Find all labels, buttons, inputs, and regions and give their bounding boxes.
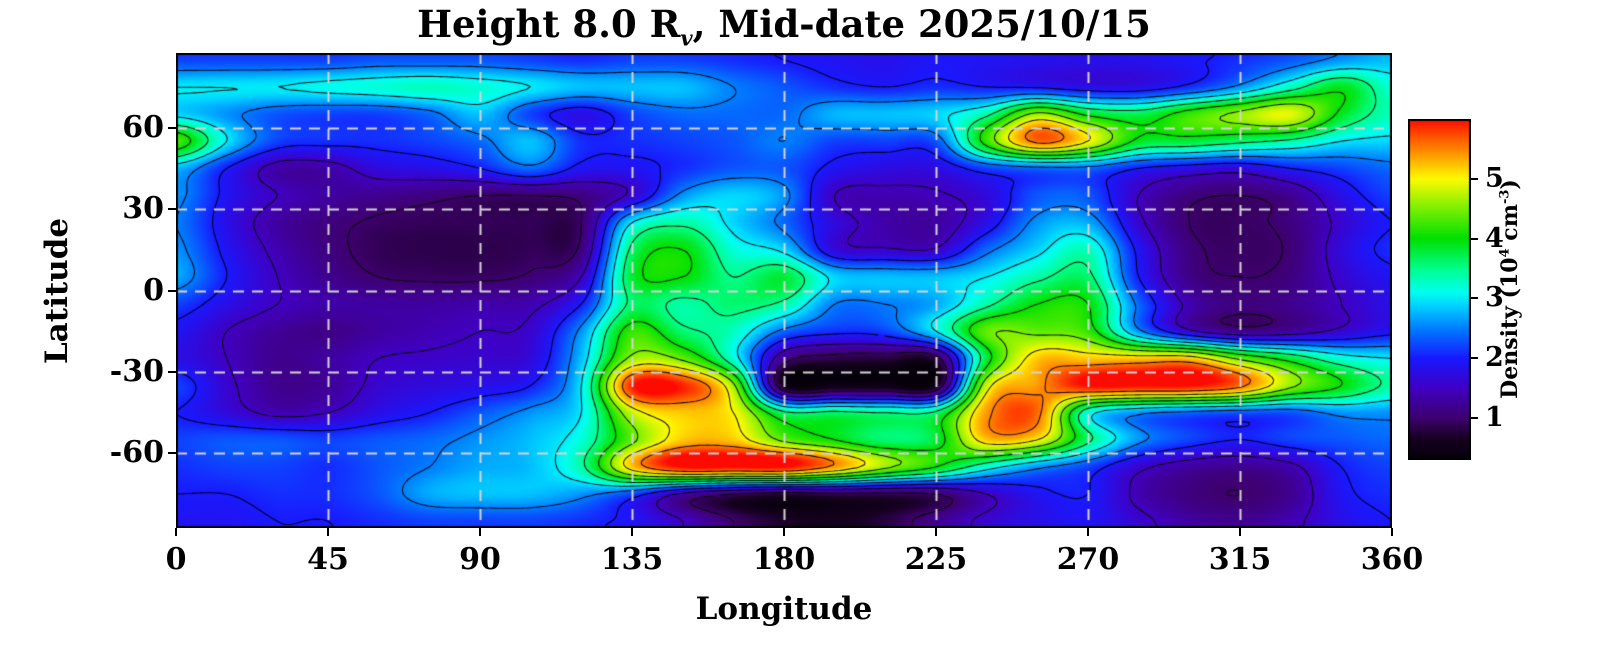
y-tick-label: -30 (109, 353, 164, 389)
plot-title: Height 8.0 Rv, Mid-date 2025/10/15 (417, 2, 1151, 51)
x-tick-label: 315 (1208, 542, 1272, 577)
x-tick-label: 360 (1360, 542, 1424, 577)
y-tick-mark (168, 126, 176, 129)
x-tick-mark (1391, 528, 1393, 536)
title-subscript: v (680, 25, 693, 51)
x-tick-label: 225 (904, 542, 968, 577)
y-tick-mark (168, 208, 176, 211)
x-tick-label: 0 (165, 542, 187, 577)
y-tick-label: 30 (122, 191, 164, 227)
x-tick-mark (327, 528, 329, 536)
y-tick-label: -60 (109, 435, 164, 471)
x-tick-label: 180 (752, 542, 816, 577)
colorbar-tick-mark (1471, 237, 1478, 240)
x-tick-label: 90 (459, 542, 501, 577)
colorbar-canvas (1408, 119, 1471, 460)
x-tick-label: 135 (600, 542, 664, 577)
y-tick-mark (168, 452, 176, 455)
y-tick-mark (168, 289, 176, 292)
density-heatmap-canvas (176, 53, 1392, 528)
colorbar-tick-label: 4 (1485, 222, 1504, 254)
y-tick-mark (168, 370, 176, 373)
x-tick-mark (1239, 528, 1241, 536)
colorbar-tick-mark (1471, 417, 1478, 420)
colorbar-tick-label: 5 (1485, 162, 1504, 194)
colorbar-tick-label: 2 (1485, 342, 1504, 374)
y-axis-label: Latitude (39, 217, 75, 365)
x-tick-label: 270 (1056, 542, 1120, 577)
x-tick-mark (1087, 528, 1089, 536)
y-tick-label: 60 (122, 109, 164, 145)
colorbar-tick-label: 1 (1485, 402, 1504, 434)
x-tick-label: 45 (307, 542, 349, 577)
x-tick-mark (175, 528, 177, 536)
colorbar-tick-label: 3 (1485, 282, 1504, 314)
colorbar-tick-mark (1471, 297, 1478, 300)
x-tick-mark (479, 528, 481, 536)
x-axis-label: Longitude (695, 591, 873, 627)
x-tick-mark (783, 528, 785, 536)
y-tick-label: 0 (143, 272, 164, 308)
x-tick-mark (935, 528, 937, 536)
colorbar-tick-mark (1471, 357, 1478, 360)
x-tick-mark (631, 528, 633, 536)
colorbar-tick-mark (1471, 177, 1478, 180)
